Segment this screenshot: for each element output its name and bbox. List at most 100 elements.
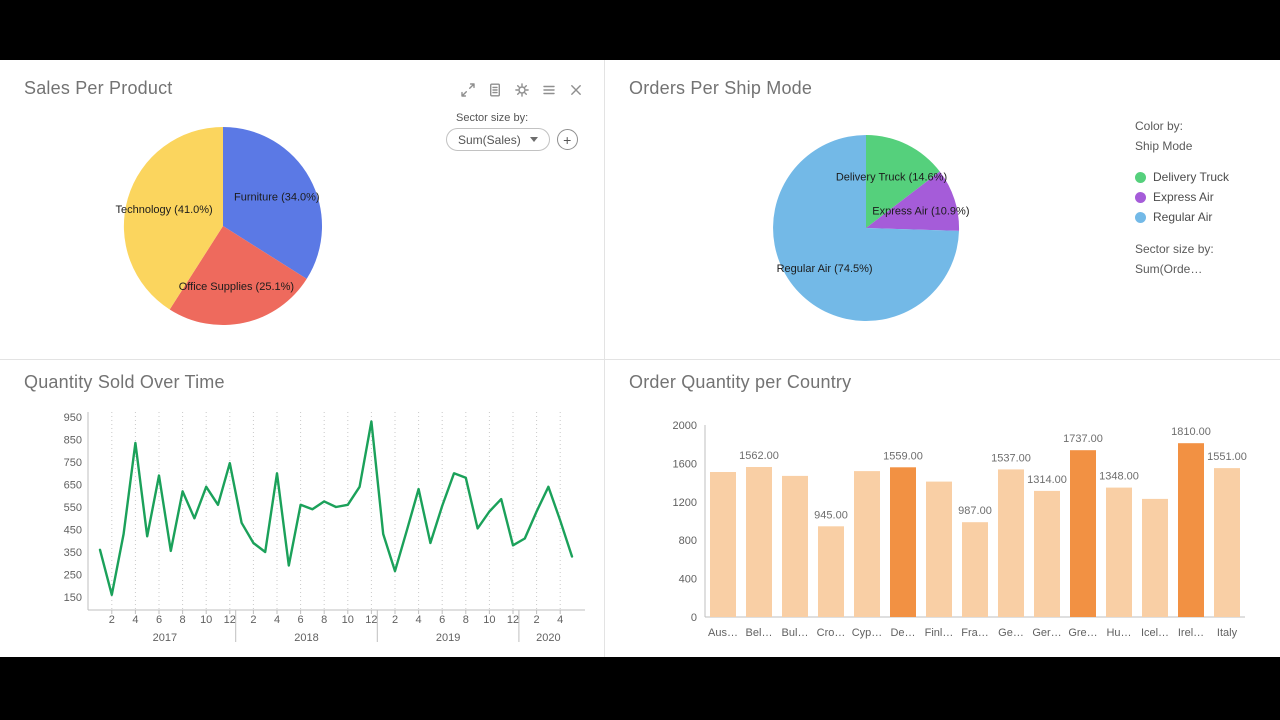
panel-toolbar [460,82,584,98]
panel-order-quantity-per-country: 0 400 800 1200 1600 2000 Aus… Bel… 1562.00 Bul… Cr… [605,360,1280,657]
legend-item-regular-air[interactable]: Regular Air [1135,207,1229,227]
quantity-line-chart[interactable]: 150 250 350 450 550 650 750 850 950 2 4 6 8 10 12 2017 2… [0,360,605,657]
panel-quantity-sold-over-time: 150 250 350 450 550 650 750 850 950 2 4 6 8 10 12 2017 2… [0,360,605,657]
bar-irel[interactable] [1178,443,1204,617]
pie-slice-label: Furniture (34.0%) [234,191,320,203]
month-tick-label: 10 [200,614,212,626]
legend-items: Delivery Truck Express Air Regular Air [1135,167,1229,227]
bar-finl[interactable] [926,481,952,617]
month-tick-label: 10 [483,614,495,626]
bar-category-label: Aus… [708,627,738,639]
bar-category-label: Fra… [961,627,989,639]
panel-sales-per-product: Furniture (34.0%) Office Supplies (25.1%)… [0,60,605,360]
year-label: 2018 [294,632,318,644]
pie-slice-technology[interactable] [123,126,223,310]
panel-title: Order Quantity per Country [629,372,852,392]
bar-category-label: Cyp… [852,627,883,639]
dashboard: Furniture (34.0%) Office Supplies (25.1%)… [0,60,1280,657]
bar-hu[interactable] [1106,487,1132,617]
chevron-down-icon [529,137,538,142]
month-tick-label: 12 [365,614,377,626]
color-by-value: Ship Mode [1135,139,1193,153]
bar-category-label: Bel… [746,627,773,639]
bar-category-label: Cro… [817,627,846,639]
bar-bul[interactable] [782,475,808,617]
axis-tick-label: 2000 [673,420,697,432]
month-tick-label: 6 [298,614,304,626]
sector-size-dropdown[interactable]: Sum(Sales) [446,128,550,151]
bar-fra[interactable] [962,522,988,617]
pie-slice-regular-air[interactable] [773,135,959,321]
pie-slice-delivery-truck[interactable] [866,135,940,228]
expand-icon[interactable] [460,82,476,98]
axis-tick-label: 0 [691,612,697,624]
panel-orders-per-ship-mode: Delivery Truck (14.6%) Express Air (10.9%… [605,60,1280,360]
month-tick-label: 2 [109,614,115,626]
bar-category-label: Italy [1217,627,1238,639]
bar-cro[interactable] [818,526,844,617]
notes-icon[interactable] [487,82,503,98]
bar-category-label: Irel… [1178,627,1204,639]
legend-swatch-express-air [1135,191,1146,203]
quantity-line-series[interactable] [98,420,574,597]
bar-value-label: 1810.00 [1171,426,1211,438]
pie-slice-furniture[interactable] [223,127,323,279]
legend-sector-size: Sector size by: Sum(Orde… [1135,239,1229,279]
bar-value-label: 1559.00 [883,450,923,462]
month-tick-label: 12 [224,614,236,626]
bar-aus[interactable] [710,472,736,617]
bar-category-label: Icel… [1141,627,1169,639]
sector-size-control: Sum(Sales) + [446,128,578,151]
bar-gre[interactable] [1070,450,1096,617]
country-bar-chart[interactable]: 0 400 800 1200 1600 2000 Aus… Bel… 1562.00 Bul… Cr… [605,360,1280,657]
bar-bel[interactable] [746,467,772,617]
axis-tick-label: 950 [64,412,82,424]
month-tick-label: 8 [180,614,186,626]
bar-category-label: Finl… [925,627,954,639]
bar-cyp[interactable] [854,471,880,617]
ship-mode-pie-chart[interactable]: Delivery Truck (14.6%) Express Air (10.9%… [605,60,1280,360]
axis-tick-label: 850 [64,435,82,447]
list-icon[interactable] [541,82,557,98]
pie-slice-label: Delivery Truck (14.6%) [836,171,947,183]
bar-category-label: Ger… [1032,627,1061,639]
bar-ge[interactable] [998,469,1024,617]
legend-swatch-regular-air [1135,211,1146,223]
year-label: 2017 [153,632,177,644]
bar-italy[interactable] [1214,468,1240,617]
axis-tick-label: 1600 [673,458,697,470]
bar-value-label: 1537.00 [991,452,1031,464]
close-icon[interactable] [568,82,584,98]
bar-value-label: 1551.00 [1207,451,1247,463]
axis-tick-label: 400 [679,574,697,586]
legend: Color by: Ship Mode Delivery Truck Expre… [1135,116,1229,279]
bar-category-label: Ge… [998,627,1024,639]
bar-value-label: 987.00 [958,505,992,517]
year-label: 2020 [536,632,560,644]
bar-ger[interactable] [1034,490,1060,617]
month-tick-label: 6 [156,614,162,626]
sales-pie-chart[interactable]: Furniture (34.0%) Office Supplies (25.1%)… [0,60,605,360]
axis-tick-label: 750 [64,457,82,469]
month-tick-label: 2 [392,614,398,626]
month-tick-label: 8 [463,614,469,626]
axis-tick-label: 150 [64,592,82,604]
bar-category-label: Hu… [1106,627,1131,639]
legend-item-express-air[interactable]: Express Air [1135,187,1229,207]
sector-size-value: Sum(Sales) [458,132,521,147]
sector-size-by-value[interactable]: Sum(Orde… [1135,262,1203,276]
pie-slice-office-supplies[interactable] [169,226,307,326]
bar-de[interactable] [890,467,916,617]
bar-value-label: 1737.00 [1063,433,1103,445]
add-sector-button[interactable]: + [556,129,578,150]
pie-slice-express-air[interactable] [866,171,960,231]
axis-tick-label: 250 [64,570,82,582]
axis-tick-label: 450 [64,525,82,537]
gear-icon[interactable] [514,82,530,98]
legend-item-delivery-truck[interactable]: Delivery Truck [1135,167,1229,187]
legend-item-label: Regular Air [1153,210,1213,224]
month-tick-label: 4 [132,614,138,626]
panel-title: Quantity Sold Over Time [24,372,225,392]
legend-swatch-delivery-truck [1135,171,1146,183]
bar-icel[interactable] [1142,498,1168,617]
